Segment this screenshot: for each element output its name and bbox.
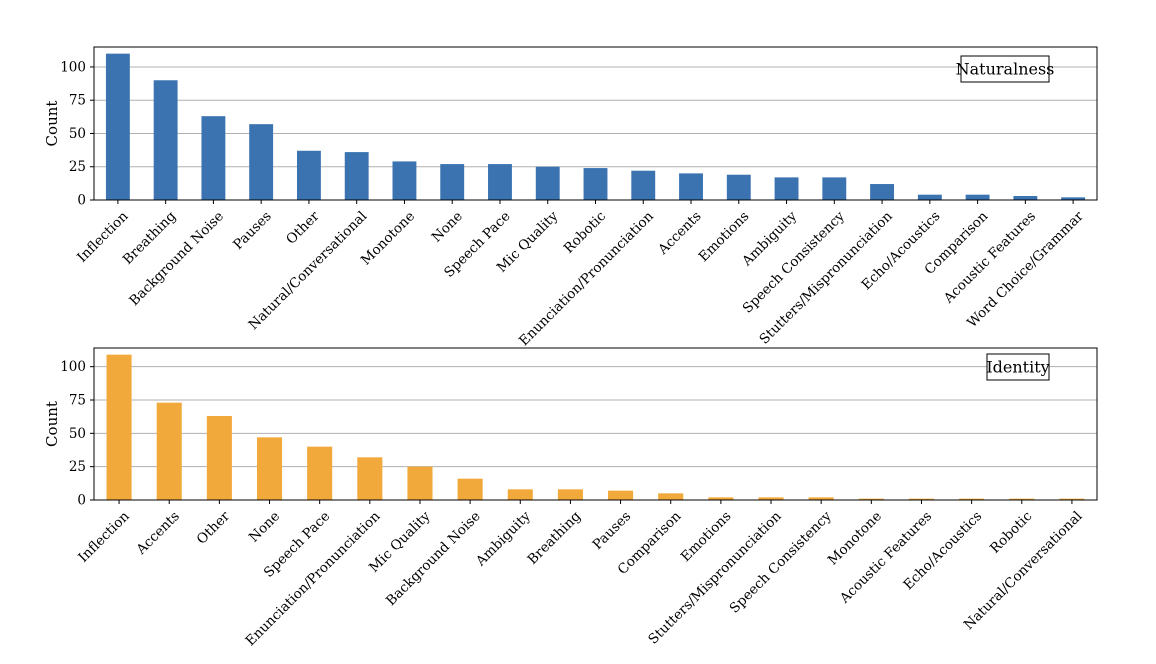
bar [858,498,884,500]
bar [156,402,182,500]
x-tick-label: Pauses [230,208,275,253]
bar [808,497,834,500]
bar [256,437,283,500]
bar [1061,197,1086,200]
bar [1059,498,1085,500]
x-tick-label: Pauses [590,508,635,553]
bar [908,498,935,500]
bar [206,416,232,500]
legend-box [986,353,1050,381]
bar [774,177,799,200]
bar [507,489,533,500]
bar [106,354,132,500]
bar [457,478,483,500]
bar [631,170,656,200]
bar [658,493,684,500]
bar [822,177,847,200]
y-tick-label: 50 [69,426,86,442]
y-axis-label: Count [43,101,61,147]
plot-frame [93,347,1098,501]
x-tick-label: Robotic [987,508,1035,556]
x-tick-label: None [429,208,466,245]
y-axis-label: Count [43,401,61,447]
bar [917,194,942,200]
bar [296,150,321,200]
x-tick-label: Acoustic Features [836,508,935,607]
y-tick-label: 100 [60,59,86,75]
bar [392,161,417,200]
y-tick-label: 25 [69,159,86,175]
bar [965,194,990,200]
x-tick-label: Speech Consistency [727,508,835,616]
bar [1013,196,1038,200]
bar [307,446,333,500]
y-tick-label: 100 [60,359,86,375]
x-tick-label: Other [194,508,234,548]
bar [535,166,560,200]
plot-frame [93,46,1098,201]
bar [357,457,383,500]
bar [488,164,512,200]
x-tick-label: Accents [133,508,183,558]
y-tick-label: 75 [69,393,86,409]
bar [153,80,178,200]
y-tick-label: 25 [69,459,86,475]
x-tick-label: Background Noise [383,508,484,609]
bar [344,152,369,200]
legend-label: Naturalness [956,60,1055,79]
chart-panel-1: 0 25 50 75 100 Inflection Accents Other None Spee… [43,347,1098,649]
bar [557,489,583,500]
x-tick-label: Inflection [75,508,133,566]
chart-panel-0: 0255075100InflectionBreathingBackground … [43,46,1098,349]
y-tick-label: 0 [77,493,86,509]
bar [758,497,784,500]
bar [1009,498,1035,500]
bar [201,116,226,200]
y-tick-label: 75 [69,93,86,109]
x-tick-label: Background Noise [126,208,227,309]
x-tick-label: Other [283,208,323,248]
x-tick-label: None [246,508,283,545]
legend-box [960,55,1050,83]
bar [870,184,895,200]
x-tick-label: Ambiguity [472,508,534,570]
bar [407,466,433,500]
x-tick-label: Breathing [525,508,585,568]
bar [959,498,985,500]
bar [679,173,703,200]
bar [726,174,751,200]
bar [708,497,734,500]
x-tick-label: Acoustic Features [940,208,1039,307]
bar [608,490,634,500]
bar [440,164,465,200]
y-tick-label: 0 [77,193,86,209]
x-tick-label: Robotic [561,208,609,256]
y-tick-label: 50 [69,126,86,142]
bar [105,53,130,200]
bar [249,124,274,200]
bar [583,168,608,200]
legend-label: Identity [986,358,1049,377]
